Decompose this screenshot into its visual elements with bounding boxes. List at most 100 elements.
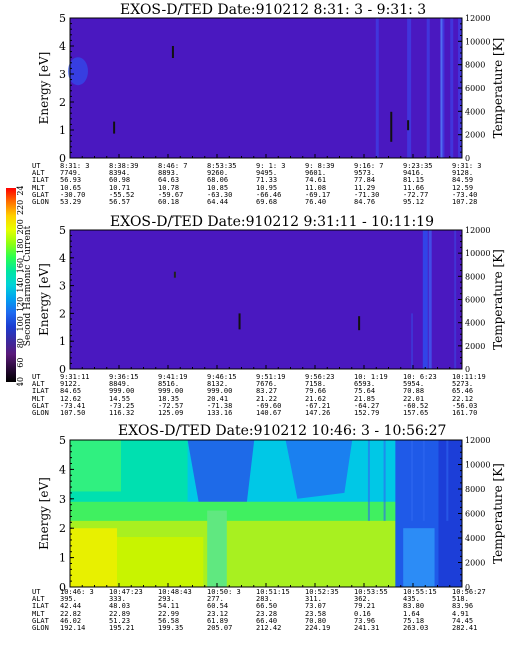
ephemeris-row-label: GLON bbox=[32, 408, 49, 417]
ephemeris-cell: 84.65 bbox=[60, 387, 82, 396]
ephemeris-cell: 435. bbox=[403, 595, 420, 604]
ephemeris-row: GLAT 46.02 51.23 56.58 61.89 66.40 70.80 73.96 7… bbox=[32, 616, 502, 625]
y-tick-label: 5 bbox=[59, 434, 66, 447]
y-tick-label: 3 bbox=[59, 68, 66, 81]
y-axis-label: Energy [eV] bbox=[37, 477, 51, 550]
y-tick-label: 0 bbox=[59, 152, 66, 165]
ephemeris-cell: 10.65 bbox=[60, 183, 82, 192]
panel-3: EXOS-D/TED Date:910212 10:46: 3 - 10:56:… bbox=[0, 422, 505, 649]
ephemeris-cell: -56.03 bbox=[452, 401, 478, 410]
ephemeris-cell: 10.71 bbox=[109, 183, 131, 192]
ephemeris-cell: 9:46:15 bbox=[207, 373, 237, 381]
ephemeris-cell: 12.62 bbox=[60, 394, 82, 403]
ephemeris-cell: -71.30 bbox=[354, 190, 380, 199]
data-spike bbox=[113, 121, 116, 134]
ephemeris-cell: 9:23:35 bbox=[403, 162, 433, 170]
ephemeris-cell: 8:38:39 bbox=[109, 162, 139, 170]
ephemeris-cell: 84.76 bbox=[354, 197, 376, 206]
ephemeris-cell: 9:16: 7 bbox=[354, 162, 384, 170]
y2-tick-label: 4000 bbox=[465, 107, 485, 116]
colorbar-svg: 40 60 80 100 120 140 160 180 200 220 240 bbox=[6, 180, 25, 387]
ephemeris-cell: -72.77 bbox=[403, 190, 429, 199]
y2-axis-label: Temperature [K] bbox=[491, 249, 505, 350]
ephemeris-cell: 9573. bbox=[354, 169, 376, 178]
ephemeris-row-label: UT bbox=[32, 373, 41, 381]
spectrogram-plot: 0 1 2 3 4 5 0 2000 4000 6000 8000 10000 12000 Energy … bbox=[37, 12, 505, 165]
ephemeris-cell: 277. bbox=[207, 595, 224, 604]
ephemeris-cell: 69.68 bbox=[256, 197, 278, 206]
colorbar: 40 60 80 100 120 140 160 180 200 220 240 bbox=[4, 180, 34, 387]
data-spike bbox=[358, 316, 361, 331]
y2-tick-label: 8000 bbox=[465, 61, 485, 70]
colorbar-tick-label: 100 bbox=[16, 316, 25, 331]
y-tick-label: 1 bbox=[59, 335, 66, 348]
ephemeris-cell: 21.85 bbox=[354, 394, 376, 403]
vertical-streak bbox=[428, 230, 432, 369]
y-tick-label: 2 bbox=[59, 96, 66, 109]
ephemeris-cell: -71.38 bbox=[207, 401, 233, 410]
ephemeris-cell: 395. bbox=[60, 595, 77, 604]
colorbar-tick-label: 180 bbox=[16, 239, 25, 254]
ephemeris-cell: 8516. bbox=[158, 380, 180, 389]
ephemeris-cell: 23.12 bbox=[207, 609, 229, 618]
ephemeris-row: ILAT 56.93 60.98 64.63 68.06 71.33 74.61 77.84 8… bbox=[32, 177, 502, 184]
y2-axis-label: Temperature [K] bbox=[491, 463, 505, 564]
ephemeris-cell: 56.57 bbox=[109, 197, 131, 206]
y-tick-label: 5 bbox=[59, 224, 66, 237]
ephemeris-cell: 54.11 bbox=[158, 602, 180, 611]
colorbar-tick-label: 60 bbox=[16, 358, 25, 368]
y2-tick-label: 6000 bbox=[465, 84, 485, 93]
ephemeris-cell: 10:53:55 bbox=[354, 588, 388, 596]
ephemeris-row: UT 8:31: 3 8:38:39 8:46: 7 8:53:35 9: 1: 3 9: … bbox=[32, 162, 502, 170]
ephemeris-cell: 333. bbox=[109, 595, 126, 604]
y2-tick-label: 2000 bbox=[465, 559, 485, 568]
y2-tick-label: 12000 bbox=[465, 14, 490, 23]
ephemeris-cell: 10:48:43 bbox=[158, 588, 192, 596]
ephemeris-row: UT 10:46: 3 10:47:23 10:48:43 10:50: 3 10:51:… bbox=[32, 588, 502, 596]
ephemeris-cell: 51.23 bbox=[109, 616, 131, 625]
ephemeris-row: ALT 395. 333. 293. 277. 283. 311. 362. 435. 518. bbox=[32, 595, 502, 604]
ephemeris-cell: 83.96 bbox=[452, 602, 474, 611]
ephemeris-row-label: ILAT bbox=[32, 602, 49, 611]
ephemeris-cell: 95.12 bbox=[403, 197, 425, 206]
ephemeris-cell: -69.60 bbox=[256, 401, 282, 410]
y2-tick-label: 8000 bbox=[465, 485, 485, 494]
ephemeris-cell: -73.41 bbox=[60, 401, 86, 410]
data-spike bbox=[407, 120, 410, 131]
ephemeris-cell: 10.85 bbox=[207, 183, 229, 192]
panel-2: EXOS-D/TED Date:910212 9:31:11 - 10:11:1… bbox=[0, 212, 505, 427]
ephemeris-cell: 7749. bbox=[60, 169, 82, 178]
ephemeris-cell: 192.14 bbox=[60, 623, 86, 632]
y-tick-label: 2 bbox=[59, 522, 66, 535]
ephemeris-row: ALT 9122. 8849. 8516. 8132. 7676. 7158. 6593. 59… bbox=[32, 380, 502, 389]
y2-tick-label: 12000 bbox=[465, 226, 490, 235]
ephemeris-row-label: ILAT bbox=[32, 176, 49, 185]
colorbar-tick-label: 80 bbox=[16, 338, 25, 348]
ephemeris-cell: 22.82 bbox=[60, 609, 82, 618]
y2-tick-label: 0 bbox=[465, 154, 470, 163]
ephemeris-cell: -73.25 bbox=[109, 401, 135, 410]
ephemeris-cell: 14.55 bbox=[109, 394, 131, 403]
data-spike bbox=[238, 313, 241, 330]
ephemeris-cell: 10:46: 3 bbox=[60, 588, 94, 596]
vertical-streak bbox=[440, 18, 443, 158]
ephemeris-cell: 9: 8:39 bbox=[305, 162, 335, 170]
panel-title: EXOS-D/TED Date:910212 9:31:11 - 10:11:1… bbox=[110, 214, 434, 230]
colorbar-tick-label: 40 bbox=[16, 377, 25, 386]
ephemeris-cell: -67.21 bbox=[305, 401, 331, 410]
ephemeris-row-label: ILAT bbox=[32, 387, 49, 396]
colorbar-tick-label: 220 bbox=[16, 200, 25, 215]
ephemeris-row: GLON 192.14 195.21 199.35 205.07 212.42 224.19… bbox=[32, 623, 502, 632]
vertical-streak bbox=[446, 440, 449, 521]
ephemeris-table: UT 9:31:11 9:36:15 9:41:19 9:46:15 9:51:19 9:5… bbox=[32, 373, 502, 417]
vertical-streak bbox=[422, 230, 428, 369]
ephemeris-cell: 0.16 bbox=[354, 609, 371, 618]
ephemeris-cell: 362. bbox=[354, 595, 371, 604]
ephemeris-cell: 9:31: 3 bbox=[452, 162, 482, 170]
y2-tick-label: 10000 bbox=[465, 37, 490, 46]
ephemeris-cell: 77.84 bbox=[354, 176, 376, 185]
ephemeris-cell: 8849. bbox=[109, 380, 131, 389]
ephemeris-cell: 74.45 bbox=[452, 616, 474, 625]
ephemeris-cell: 7676. bbox=[256, 380, 278, 389]
ephemeris-cell: 999.00 bbox=[158, 387, 184, 396]
